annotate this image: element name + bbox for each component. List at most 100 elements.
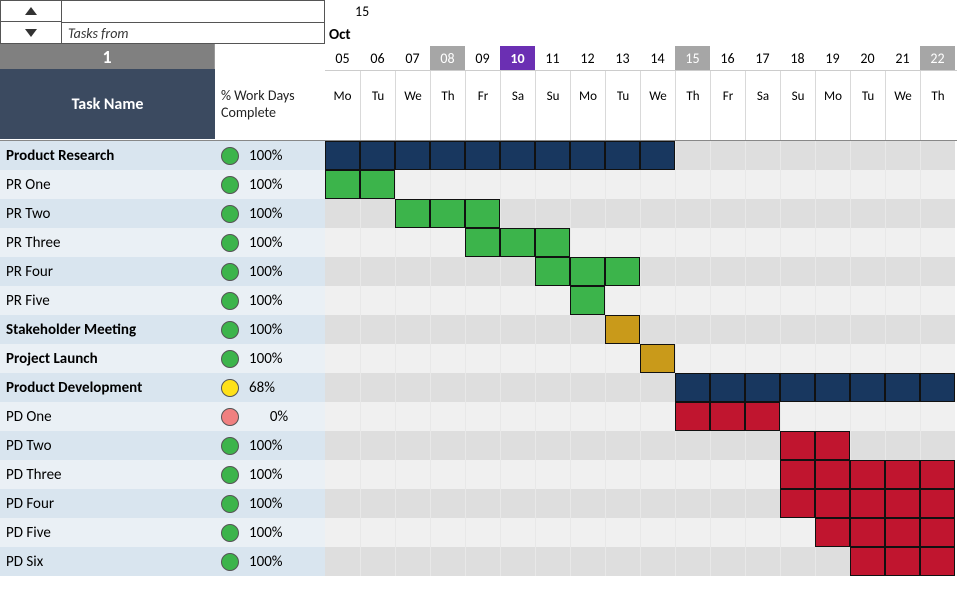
gantt-cell — [850, 431, 885, 460]
date-cell: 09 — [465, 46, 500, 70]
gantt-cell — [780, 141, 815, 170]
gantt-cell — [920, 257, 955, 286]
status-indicator — [215, 466, 245, 484]
gantt-cell — [885, 431, 920, 460]
date-cell: 17 — [745, 46, 780, 70]
gantt-cell — [535, 141, 570, 170]
status-dot-icon — [221, 379, 239, 397]
gantt-cell — [325, 547, 360, 576]
date-cell: 08 — [430, 46, 465, 70]
status-dot-icon — [221, 321, 239, 339]
gantt-cell — [500, 547, 535, 576]
gantt-cell — [395, 315, 430, 344]
gantt-cell — [745, 373, 780, 402]
gantt-cell — [640, 199, 675, 228]
gantt-cell — [500, 228, 535, 257]
gantt-cell — [885, 373, 920, 402]
gantt-cell — [570, 547, 605, 576]
gantt-cell — [850, 199, 885, 228]
gantt-cell — [535, 228, 570, 257]
gantt-cell — [395, 141, 430, 170]
nav-up-button[interactable] — [0, 0, 62, 22]
gantt-cell — [465, 286, 500, 315]
task-left: PR Three100% — [0, 228, 325, 257]
gantt-cell — [710, 228, 745, 257]
dow-cell: We — [640, 71, 675, 140]
task-row: PD One0% — [0, 402, 957, 431]
task-name: PR Five — [0, 292, 215, 310]
percent-complete: 100% — [245, 263, 325, 281]
gantt-cell — [640, 344, 675, 373]
gantt-cell — [465, 460, 500, 489]
dow-cell: Fr — [710, 71, 745, 140]
gantt-cell — [605, 315, 640, 344]
gantt-cell — [850, 460, 885, 489]
gantt-cell — [500, 344, 535, 373]
status-indicator — [215, 176, 245, 194]
gantt-cell — [570, 402, 605, 431]
gantt-cell — [745, 489, 780, 518]
gantt-cell — [500, 286, 535, 315]
gantt-cell — [500, 489, 535, 518]
gantt-cell — [535, 489, 570, 518]
status-indicator — [215, 437, 245, 455]
gantt-cell — [850, 402, 885, 431]
gantt-cell — [605, 286, 640, 315]
gantt-cell — [605, 547, 640, 576]
gantt-cell — [920, 199, 955, 228]
date-cell: 14 — [640, 46, 675, 70]
gantt-cell — [570, 489, 605, 518]
dow-cell: Mo — [815, 71, 850, 140]
task-left: PD Five100% — [0, 518, 325, 547]
gantt-cell — [780, 460, 815, 489]
date-cell: 05 — [325, 46, 360, 70]
percent-complete: 100% — [245, 553, 325, 571]
gantt-cell — [745, 199, 780, 228]
gantt-cell — [850, 373, 885, 402]
task-row: PR Two100% — [0, 199, 957, 228]
dow-cell: Su — [780, 71, 815, 140]
gantt-cell — [430, 170, 465, 199]
gantt-cell — [675, 402, 710, 431]
gantt-cell — [430, 460, 465, 489]
gantt-cell — [815, 431, 850, 460]
gantt-cell — [430, 402, 465, 431]
task-name: Product Research — [0, 147, 215, 165]
gantt-cell — [815, 402, 850, 431]
gantt-chart: Tasks from 1 Task Name % Work Days Compl… — [0, 0, 957, 576]
percent-complete: 100% — [245, 234, 325, 252]
day-of-week-row: MoTuWeThFrSaSuMoTuWeThFrSaSuMoTuWeTh — [325, 70, 957, 140]
gantt-cell — [710, 460, 745, 489]
status-dot-icon — [221, 205, 239, 223]
gantt-cell — [535, 286, 570, 315]
status-dot-icon — [221, 553, 239, 571]
gantt-cell — [500, 431, 535, 460]
gantt-cell — [920, 431, 955, 460]
date-cell: 10 — [500, 46, 535, 70]
gantt-cell — [745, 344, 780, 373]
date-cell: 07 — [395, 46, 430, 70]
gantt-cell — [850, 257, 885, 286]
triangle-down-icon — [25, 29, 37, 37]
date-cell: 13 — [605, 46, 640, 70]
nav-down-button[interactable] — [0, 22, 62, 44]
gantt-cell — [640, 315, 675, 344]
gantt-cell — [535, 344, 570, 373]
gantt-cell — [465, 199, 500, 228]
gantt-cell — [850, 344, 885, 373]
gantt-cell — [780, 170, 815, 199]
gantt-cell — [640, 228, 675, 257]
gantt-cell — [815, 315, 850, 344]
month-row: Oct — [325, 22, 957, 46]
gantt-cell — [745, 257, 780, 286]
status-indicator — [215, 350, 245, 368]
gantt-cell — [710, 431, 745, 460]
gantt-cell — [325, 286, 360, 315]
gantt-cell — [920, 373, 955, 402]
gantt-cell — [570, 257, 605, 286]
gantt-cell — [570, 431, 605, 460]
header-cell-blank — [62, 0, 325, 22]
task-row: PD Three100% — [0, 460, 957, 489]
gantt-cells — [325, 373, 957, 402]
gantt-cell — [605, 431, 640, 460]
